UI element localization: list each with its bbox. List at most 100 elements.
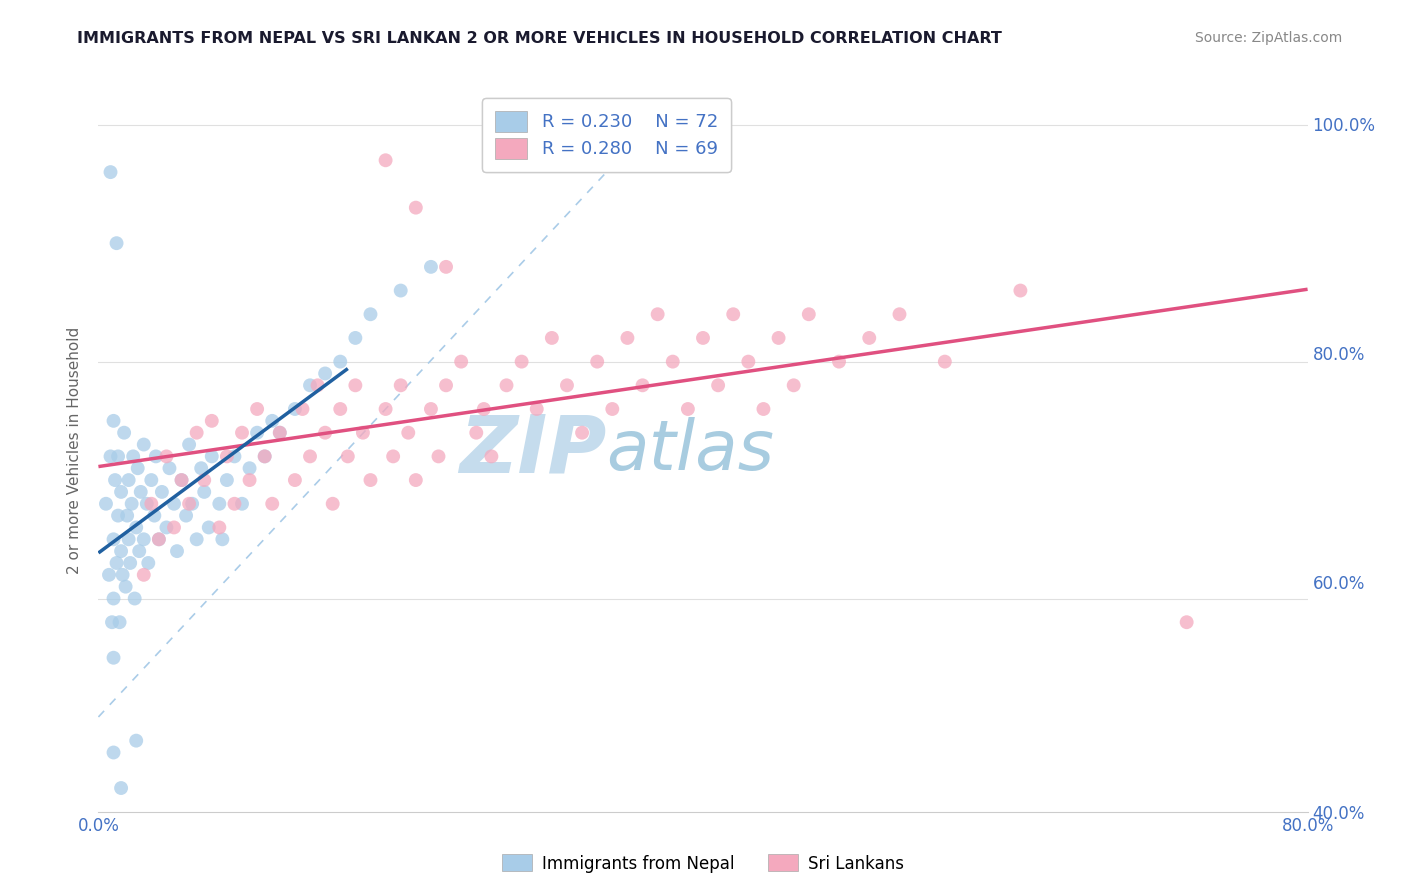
Point bbox=[396, 425, 419, 440]
Point bbox=[723, 307, 745, 321]
Point bbox=[752, 402, 775, 417]
Point bbox=[132, 567, 155, 582]
Point bbox=[889, 307, 911, 321]
Point bbox=[427, 450, 450, 464]
Point bbox=[129, 484, 152, 499]
Point bbox=[193, 484, 215, 499]
Point bbox=[692, 331, 714, 345]
Point bbox=[148, 533, 170, 547]
Point bbox=[374, 402, 396, 417]
Point bbox=[201, 414, 224, 428]
Point bbox=[420, 260, 443, 274]
Point bbox=[163, 497, 186, 511]
Point bbox=[101, 615, 124, 630]
Point bbox=[179, 497, 201, 511]
Point bbox=[215, 450, 238, 464]
Point bbox=[110, 484, 132, 499]
Point bbox=[211, 533, 233, 547]
Point bbox=[159, 461, 181, 475]
Point bbox=[284, 402, 307, 417]
Point bbox=[322, 497, 344, 511]
Point bbox=[389, 378, 412, 392]
Point bbox=[141, 473, 163, 487]
Point bbox=[465, 425, 488, 440]
Point bbox=[181, 497, 204, 511]
Point bbox=[145, 450, 167, 464]
Point bbox=[737, 354, 759, 368]
Point bbox=[124, 591, 146, 606]
Point bbox=[472, 402, 495, 417]
Point bbox=[100, 450, 122, 464]
Point bbox=[253, 450, 276, 464]
Point bbox=[481, 450, 503, 464]
Point bbox=[382, 450, 405, 464]
Text: IMMIGRANTS FROM NEPAL VS SRI LANKAN 2 OR MORE VEHICLES IN HOUSEHOLD CORRELATION : IMMIGRANTS FROM NEPAL VS SRI LANKAN 2 OR… bbox=[77, 31, 1002, 46]
Point bbox=[170, 473, 193, 487]
Point bbox=[132, 437, 155, 451]
Point bbox=[495, 378, 517, 392]
Point bbox=[661, 354, 683, 368]
Point bbox=[208, 497, 231, 511]
Point bbox=[586, 354, 609, 368]
Point bbox=[336, 450, 359, 464]
Point bbox=[103, 591, 125, 606]
Legend: R = 0.230    N = 72, R = 0.280    N = 69: R = 0.230 N = 72, R = 0.280 N = 69 bbox=[482, 98, 731, 171]
Point bbox=[768, 331, 790, 345]
Point bbox=[110, 780, 132, 795]
Point bbox=[510, 354, 533, 368]
Legend: Immigrants from Nepal, Sri Lankans: Immigrants from Nepal, Sri Lankans bbox=[495, 847, 911, 880]
Point bbox=[179, 437, 201, 451]
Point bbox=[197, 520, 219, 534]
Point bbox=[174, 508, 197, 523]
Point bbox=[107, 508, 129, 523]
Point bbox=[707, 378, 730, 392]
Point bbox=[94, 497, 117, 511]
Point bbox=[208, 520, 231, 534]
Point bbox=[215, 473, 238, 487]
Point bbox=[269, 425, 291, 440]
Point bbox=[307, 378, 329, 392]
Point bbox=[239, 473, 262, 487]
Point bbox=[526, 402, 548, 417]
Point bbox=[246, 402, 269, 417]
Point bbox=[291, 402, 314, 417]
Point bbox=[253, 450, 276, 464]
Point bbox=[262, 414, 284, 428]
Point bbox=[127, 461, 149, 475]
Point bbox=[155, 520, 177, 534]
Point bbox=[132, 533, 155, 547]
Point bbox=[121, 497, 143, 511]
Text: Source: ZipAtlas.com: Source: ZipAtlas.com bbox=[1195, 31, 1343, 45]
Point bbox=[647, 307, 669, 321]
Point bbox=[571, 425, 593, 440]
Text: ZIP: ZIP bbox=[458, 411, 606, 490]
Point bbox=[103, 746, 125, 760]
Point bbox=[143, 508, 166, 523]
Point bbox=[352, 425, 374, 440]
Point bbox=[103, 533, 125, 547]
Point bbox=[114, 580, 136, 594]
Point bbox=[329, 354, 352, 368]
Point bbox=[128, 544, 150, 558]
Point bbox=[136, 556, 159, 570]
Point bbox=[108, 615, 131, 630]
Point bbox=[105, 236, 128, 251]
Point bbox=[186, 533, 208, 547]
Point bbox=[125, 733, 148, 747]
Point bbox=[828, 354, 851, 368]
Point bbox=[676, 402, 699, 417]
Y-axis label: 2 or more Vehicles in Household: 2 or more Vehicles in Household bbox=[67, 326, 83, 574]
Point bbox=[103, 650, 125, 665]
Point bbox=[616, 331, 638, 345]
Point bbox=[858, 331, 880, 345]
Point bbox=[122, 450, 145, 464]
Point bbox=[262, 497, 284, 511]
Text: atlas: atlas bbox=[606, 417, 775, 484]
Point bbox=[224, 497, 246, 511]
Point bbox=[360, 307, 382, 321]
Point bbox=[1010, 284, 1032, 298]
Point bbox=[934, 354, 956, 368]
Point bbox=[344, 331, 367, 345]
Point bbox=[329, 402, 352, 417]
Point bbox=[405, 473, 427, 487]
